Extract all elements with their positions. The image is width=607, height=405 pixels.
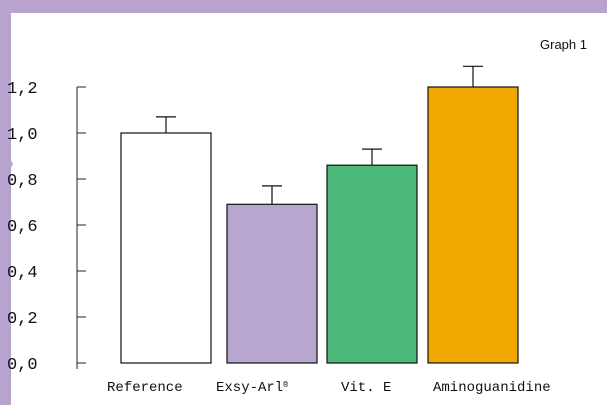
frame-left-border bbox=[0, 0, 11, 405]
y-tick-label: 1,0 bbox=[7, 126, 38, 145]
bar bbox=[326, 164, 418, 364]
chart-title: Graph 1 bbox=[540, 37, 587, 52]
x-category-label: Reference bbox=[107, 380, 183, 396]
y-tick-label: 0,2 bbox=[7, 310, 38, 329]
y-tick-label: 1,2 bbox=[7, 80, 38, 99]
y-tick-label: 0,8 bbox=[7, 172, 38, 191]
bar bbox=[226, 203, 318, 364]
bars bbox=[120, 65, 519, 364]
x-axis-labels: Reference Exsy-Arl® Vit. E Aminoguanidine bbox=[107, 380, 551, 396]
x-category-label: Exsy-Arl® bbox=[216, 380, 288, 396]
x-category-label: Aminoguanidine bbox=[433, 380, 551, 396]
frame-top-border bbox=[0, 0, 607, 13]
y-tick-label: 0,0 bbox=[7, 356, 38, 375]
frame-arrow-icon bbox=[0, 142, 13, 186]
y-tick-label: 0,4 bbox=[7, 264, 38, 283]
bar bbox=[120, 132, 212, 364]
bar bbox=[427, 86, 519, 364]
y-axis: 0,0 0,2 0,4 0,6 0,8 1,0 1,2 bbox=[7, 80, 86, 375]
y-tick-label: 0,6 bbox=[7, 218, 38, 237]
x-category-label: Vit. E bbox=[341, 380, 391, 396]
